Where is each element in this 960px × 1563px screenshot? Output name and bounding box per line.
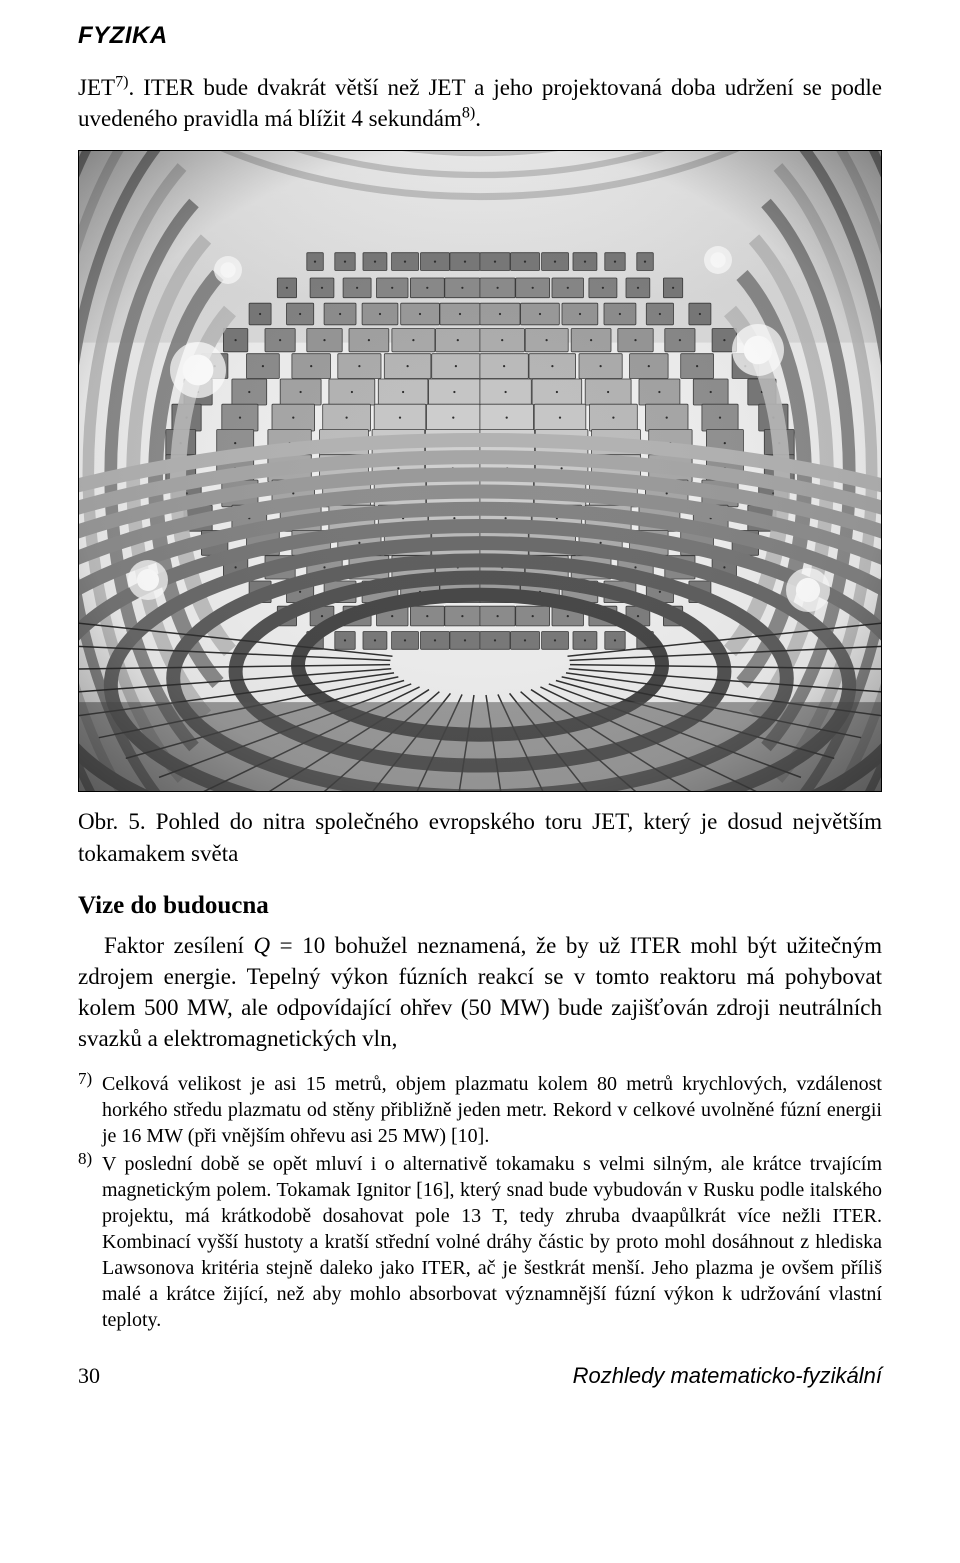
journal-name: Rozhledy matematicko-fyzikální xyxy=(573,1361,882,1391)
intro-paragraph: JET7). ITER bude dvakrát větší než JET a… xyxy=(78,72,882,134)
intro-text-c: . xyxy=(475,106,481,131)
footnotes: 7) Celková velikost je asi 15 metrů, obj… xyxy=(78,1071,882,1333)
footnote-8-body: V poslední době se opět mluví i o altern… xyxy=(102,1151,882,1333)
q-symbol: Q xyxy=(253,933,270,958)
header-kicker: FYZIKA xyxy=(78,20,882,52)
intro-text-a: JET xyxy=(78,75,115,100)
section-heading: Vize do budoucna xyxy=(78,889,882,923)
body-paragraph-1: Faktor zesílení Q = 10 bohužel neznamená… xyxy=(78,930,882,1054)
figure-tokamak-interior xyxy=(78,150,882,792)
footnote-8: 8) V poslední době se opět mluví i o alt… xyxy=(78,1151,882,1333)
page-footer: 30 Rozhledy matematicko-fyzikální xyxy=(78,1361,882,1391)
intro-sup-a: 7) xyxy=(115,74,128,91)
footnote-8-mark: 8) xyxy=(78,1148,102,1330)
footnote-7-mark: 7) xyxy=(78,1068,102,1146)
body-p1-a: Faktor zesílení xyxy=(104,933,253,958)
page-number: 30 xyxy=(78,1361,100,1391)
footnote-7: 7) Celková velikost je asi 15 metrů, obj… xyxy=(78,1071,882,1149)
intro-sup-b: 8) xyxy=(462,105,475,122)
figure-wrap: Obr. 5. Pohled do nitra společného evrop… xyxy=(78,150,882,868)
figure-caption: Obr. 5. Pohled do nitra společného evrop… xyxy=(78,806,882,868)
footnote-7-body: Celková velikost je asi 15 metrů, objem … xyxy=(102,1071,882,1149)
